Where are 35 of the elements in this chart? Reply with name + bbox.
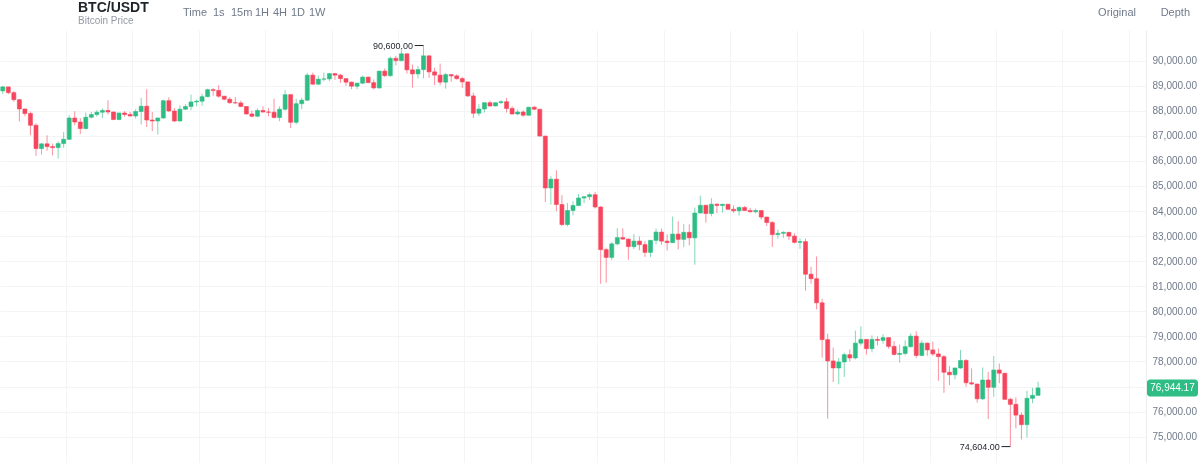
text: 4H [273,6,288,18]
y-tick-label: 80,000.00 [1152,305,1198,317]
candlestick [703,204,709,224]
y-tick-label: 89,000.00 [1152,80,1198,92]
text: 1H [255,6,270,18]
text: Depth [1160,6,1190,18]
annotation: 74,604.00 [959,441,1000,452]
text: Time [183,6,208,18]
y-tick-label: 84,000.00 [1152,205,1198,217]
y-tick-label: 88,000.00 [1152,105,1198,117]
text: 76,944.17 [1150,381,1196,393]
text: 1D [291,6,306,18]
text: 1W [309,6,327,18]
candlestick [714,202,720,214]
y-tick-label: 86,000.00 [1152,155,1198,167]
candlestick [736,205,742,217]
y-tick-label: 87,000.00 [1152,130,1198,142]
y-tick-label: 78,000.00 [1152,355,1198,367]
y-tick-label: 81,000.00 [1152,280,1198,292]
y-tick-label: 82,000.00 [1152,255,1198,267]
text: 1s [213,6,226,18]
y-tick-label: 79,000.00 [1152,330,1198,342]
candlestick [631,233,637,250]
y-tick-label: 85,000.00 [1152,180,1198,192]
y-tick-label: 76,000.00 [1152,406,1198,418]
chart-title: BTC/USDT [78,0,150,15]
y-tick-label: 83,000.00 [1152,230,1198,242]
annotation: 90,600.00 [372,40,413,51]
candlestick [880,333,886,345]
y-tick-label: 90,000.00 [1152,55,1198,67]
chart-subtitle: Bitcoin Price [78,15,135,26]
text: 15m [231,6,253,18]
candlestick [797,237,803,250]
y-tick-label: 75,000.00 [1152,431,1198,443]
text: Original [1098,6,1136,18]
